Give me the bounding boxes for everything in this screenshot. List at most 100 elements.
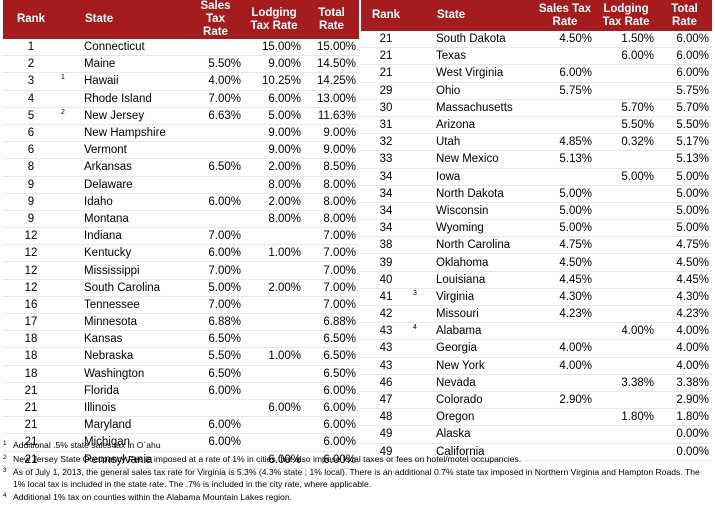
state-name: West Virginia xyxy=(436,67,504,80)
footnote-text: Additional .5% state sales tax in O`ahu xyxy=(13,440,161,450)
footnote-number: 3 xyxy=(3,467,7,474)
state-name: Indiana xyxy=(84,230,122,243)
rank-cell: 38 xyxy=(361,236,411,255)
lodging-tax-cell xyxy=(595,271,657,289)
lodging-tax-cell: 1.00% xyxy=(244,347,304,366)
state-name: South Carolina xyxy=(84,281,161,294)
total-rate-cell: 5.00% xyxy=(657,168,712,186)
lodging-tax-cell: 15.00% xyxy=(244,39,304,57)
state-cell: Nevada xyxy=(411,374,535,392)
state-name: Wisconsin xyxy=(436,204,489,217)
lodging-tax-cell xyxy=(244,296,304,315)
table-row: 46 Nevada 3.38% 3.38% xyxy=(361,374,712,392)
rank-cell: 16 xyxy=(3,296,59,315)
sales-tax-header: Sales Tax Rate xyxy=(187,0,244,39)
sales-tax-cell: 6.88% xyxy=(187,313,244,332)
lodging-tax-cell xyxy=(595,236,657,255)
state-cell: Kentucky xyxy=(59,244,187,263)
total-rate-cell: 6.50% xyxy=(304,365,359,383)
sales-tax-cell xyxy=(535,99,595,117)
total-rate-cell: 14.25% xyxy=(304,72,359,91)
table-row: 21 Michigan 6.00% 6.00% xyxy=(3,433,359,452)
rank-cell: 30 xyxy=(361,99,411,117)
table-row: 34 Wisconsin 5.00% 5.00% xyxy=(361,202,712,221)
lodging-tax-cell xyxy=(595,391,657,410)
table-row: 21 South Dakota 4.50% 1.50% 6.00% xyxy=(361,31,712,49)
lodging-tax-cell: 8.00% xyxy=(244,210,304,229)
lodging-tax-cell: 10.25% xyxy=(244,72,304,91)
rank-cell: 46 xyxy=(361,374,411,392)
state-name: Maine xyxy=(84,58,116,71)
state-name: Rhode Island xyxy=(84,92,152,105)
lodging-tax-cell: 9.00% xyxy=(244,124,304,143)
state-cell: Oklahoma xyxy=(411,253,535,272)
lodging-tax-cell: 6.00% xyxy=(244,399,304,418)
state-cell: Idaho xyxy=(59,193,187,211)
rank-header: Rank xyxy=(3,0,59,39)
sales-tax-cell: 4.23% xyxy=(535,305,595,324)
state-cell: Colorado xyxy=(411,391,535,410)
state-name: Texas xyxy=(436,50,467,63)
lodging-tax-header: Lodging Tax Rate xyxy=(595,0,657,31)
footnote-number: 4 xyxy=(3,492,7,499)
lodging-tax-cell: 1.00% xyxy=(244,244,304,263)
lodging-tax-cell xyxy=(595,443,657,461)
lodging-tax-cell: 6.00% xyxy=(244,90,304,108)
state-cell: Mississippi xyxy=(59,261,187,280)
total-rate-cell: 6.00% xyxy=(304,451,359,469)
footnotes: 1 Additional .5% state sales tax in O`ahu… xyxy=(3,440,709,506)
state-name: New Jersey xyxy=(84,109,145,122)
total-rate-cell: 7.00% xyxy=(304,227,359,246)
sales-tax-cell xyxy=(535,322,595,341)
lodging-tax-cell xyxy=(595,357,657,375)
state-cell: Louisiana xyxy=(411,271,535,289)
footnote: 2 New Jersey State Occupancy Fee is impos… xyxy=(3,454,709,466)
state-cell: Vermont xyxy=(59,141,187,160)
sales-tax-cell xyxy=(535,116,595,135)
state-cell: Pennsylvania xyxy=(59,451,187,469)
sales-tax-cell xyxy=(187,124,244,143)
lodging-tax-cell: 5.00% xyxy=(244,107,304,125)
sales-tax-cell: 6.00% xyxy=(187,244,244,263)
state-cell: 4 Alabama xyxy=(411,322,535,341)
lodging-tax-cell xyxy=(595,339,657,358)
state-cell: Utah xyxy=(411,133,535,152)
rank-cell: 8 xyxy=(3,158,59,177)
footnote-marker: 4 xyxy=(413,324,417,332)
total-rate-header: Total Rate xyxy=(304,0,359,39)
state-cell: North Dakota xyxy=(411,185,535,203)
total-rate-cell: 5.00% xyxy=(657,219,712,238)
rank-cell: 47 xyxy=(361,391,411,410)
rank-cell: 43 xyxy=(361,339,411,358)
sales-tax-cell xyxy=(187,210,244,229)
table-row: 6 Vermont 9.00% 9.00% xyxy=(3,141,359,160)
state-cell: California xyxy=(411,443,535,461)
state-name: Colorado xyxy=(436,394,483,407)
total-rate-cell: 4.00% xyxy=(657,339,712,358)
total-rate-cell: 9.00% xyxy=(304,141,359,160)
sales-tax-cell xyxy=(535,425,595,444)
state-cell: New York xyxy=(411,357,535,375)
sales-tax-cell: 4.50% xyxy=(535,253,595,272)
total-rate-cell: 0.00% xyxy=(657,425,712,444)
total-rate-cell: 4.30% xyxy=(657,288,712,307)
state-name: New Mexico xyxy=(436,153,499,166)
table-row: 40 Louisiana 4.45% 4.45% xyxy=(361,271,712,289)
state-cell: Missouri xyxy=(411,305,535,324)
state-name: Wyoming xyxy=(436,222,484,235)
total-rate-cell: 5.50% xyxy=(657,116,712,135)
lodging-tax-cell: 1.80% xyxy=(595,408,657,427)
sales-tax-cell: 7.00% xyxy=(187,90,244,108)
total-rate-cell: 9.00% xyxy=(304,124,359,143)
total-rate-cell: 4.00% xyxy=(657,322,712,341)
total-rate-cell: 5.00% xyxy=(657,185,712,203)
state-name: Maryland xyxy=(84,419,132,432)
state-name: South Dakota xyxy=(436,33,506,46)
rank-cell: 2 xyxy=(3,55,59,74)
sales-tax-header: Sales Tax Rate xyxy=(535,0,595,31)
rank-cell: 5 xyxy=(3,107,59,125)
total-rate-cell: 6.00% xyxy=(304,416,359,435)
sales-tax-cell: 6.00% xyxy=(187,433,244,452)
state-cell: South Carolina xyxy=(59,279,187,297)
